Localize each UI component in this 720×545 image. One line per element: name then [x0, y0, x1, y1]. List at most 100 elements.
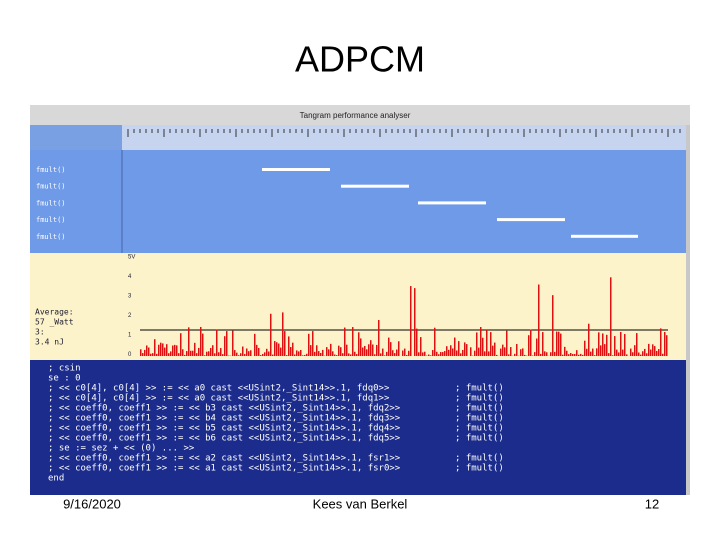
power-spike	[170, 351, 172, 356]
power-spike	[186, 351, 188, 356]
power-spike	[320, 353, 322, 356]
power-spike	[666, 335, 668, 356]
power-spike	[660, 328, 662, 356]
power-spike	[602, 333, 604, 356]
power-note: Average:	[35, 308, 74, 317]
power-spike	[364, 346, 366, 356]
power-spike	[150, 354, 152, 356]
power-spike	[484, 351, 486, 356]
code-line: ; csin	[48, 364, 81, 374]
power-spike	[534, 352, 536, 356]
code-line: ; se := sez + << (0) ... >>	[48, 444, 195, 454]
power-spike	[352, 327, 354, 356]
power-spike	[642, 351, 644, 356]
power-spike	[214, 353, 216, 356]
power-spike	[592, 349, 594, 356]
power-spike	[208, 351, 210, 356]
power-spike	[174, 345, 176, 356]
power-spike	[254, 334, 256, 356]
power-spike	[430, 355, 432, 356]
power-spike	[164, 348, 166, 356]
power-spike	[434, 328, 436, 356]
power-spike	[510, 347, 512, 356]
power-spike	[246, 349, 248, 356]
code-call: ; fmult()	[455, 464, 504, 474]
code-line: ; << c0[4], c0[4] >> := << a0 cast <<USi…	[48, 384, 390, 394]
power-spike	[560, 334, 562, 356]
power-spike	[240, 353, 242, 356]
power-spike	[482, 338, 484, 356]
power-spike	[580, 354, 582, 356]
power-spike	[552, 295, 554, 356]
power-spike	[192, 351, 194, 356]
power-spike	[312, 331, 314, 356]
code-call: ; fmult()	[455, 424, 504, 434]
power-spike	[528, 335, 530, 356]
power-spike	[302, 355, 304, 356]
power-spike	[604, 344, 606, 356]
power-spike	[566, 351, 568, 356]
power-spike	[234, 350, 236, 356]
power-spike	[542, 332, 544, 356]
power-spike	[524, 355, 526, 356]
power-spike	[178, 353, 180, 356]
code-line: ; << coeff0, coeff1 >> := << b4 cast <<U…	[48, 414, 401, 424]
power-spike	[636, 333, 638, 356]
power-spike	[280, 348, 282, 356]
power-spike	[440, 352, 442, 356]
power-spike	[500, 349, 502, 356]
power-spike	[212, 345, 214, 356]
power-spike	[288, 336, 290, 356]
power-spike	[276, 342, 278, 356]
power-spike	[448, 350, 450, 356]
power-spike	[348, 353, 350, 356]
power-spike	[172, 345, 174, 356]
power-spike	[648, 344, 650, 356]
power-spike	[650, 349, 652, 356]
power-spike	[356, 354, 358, 356]
power-spike	[346, 345, 348, 356]
power-spike	[328, 349, 330, 356]
power-spike	[292, 343, 294, 356]
power-spike	[444, 351, 446, 356]
power-spike	[456, 350, 458, 356]
power-spike	[362, 347, 364, 356]
power-spike	[658, 349, 660, 356]
power-spike	[160, 343, 162, 356]
activity-bar	[497, 218, 565, 221]
power-spike	[522, 348, 524, 356]
power-spike	[258, 348, 260, 356]
power-spike	[470, 347, 472, 356]
code-call: ; fmult()	[455, 454, 504, 464]
power-spike	[194, 343, 196, 356]
power-spike	[540, 354, 542, 356]
slide-date: 9/16/2020	[63, 496, 121, 511]
power-spike	[200, 327, 202, 356]
power-spike	[224, 336, 226, 356]
power-spike	[162, 343, 164, 356]
slide-page: 12	[645, 496, 659, 511]
power-spike	[544, 351, 546, 356]
power-spike	[318, 351, 320, 356]
power-spike	[634, 345, 636, 356]
power-spike	[486, 330, 488, 356]
power-spike	[220, 348, 222, 356]
power-spike	[476, 332, 478, 356]
power-spike	[166, 344, 168, 356]
power-spike	[196, 353, 198, 356]
power-note: 3.4 nJ	[35, 338, 64, 347]
power-spike	[386, 352, 388, 356]
code-line: ; << c0[4], c0[4] >> := << a0 cast <<USi…	[48, 394, 390, 404]
power-spike	[416, 329, 418, 356]
power-spike	[152, 353, 154, 356]
slide-title: ADPCM	[295, 39, 425, 80]
power-spike	[294, 354, 296, 356]
power-spike	[418, 352, 420, 356]
power-spike	[638, 352, 640, 356]
power-spike	[338, 346, 340, 356]
power-spike	[334, 354, 336, 356]
power-spike	[304, 355, 306, 356]
power-spike	[380, 353, 382, 356]
power-spike	[428, 355, 430, 356]
